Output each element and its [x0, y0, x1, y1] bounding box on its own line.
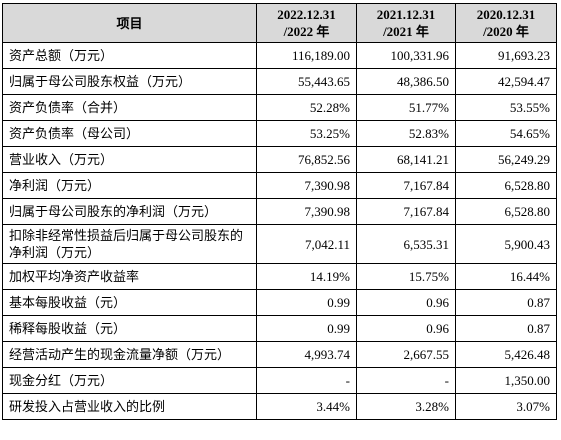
- value-cell: 55,443.65: [256, 68, 357, 95]
- table-row: 加权平均净资产收益率 14.19% 15.75% 16.44%: [2, 263, 557, 290]
- table-body: 资产总额（万元） 116,189.00 100,331.96 91,693.23 归属于…: [2, 42, 557, 420]
- value-cell: -: [356, 367, 456, 394]
- value-cell: 76,852.56: [256, 146, 357, 173]
- header-line: /2020 年: [483, 24, 529, 39]
- value-cell: 3.07%: [455, 393, 557, 420]
- value-cell: 15.75%: [356, 263, 456, 290]
- value-cell: 7,167.84: [356, 172, 456, 199]
- value-cell: 6,528.80: [455, 198, 557, 225]
- header-line: 2022.12.31: [277, 7, 336, 22]
- table-row: 经营活动产生的现金流量净额（万元） 4,993.74 2,667.55 5,426.4…: [2, 341, 557, 368]
- value-cell: 0.87: [455, 315, 557, 342]
- value-cell: 68,141.21: [356, 146, 456, 173]
- value-cell: 3.28%: [356, 393, 456, 420]
- header-line: 2021.12.31: [376, 7, 436, 22]
- value-cell: 51.77%: [356, 94, 456, 121]
- value-cell: 14.19%: [256, 263, 357, 290]
- value-cell: 100,331.96: [356, 42, 456, 69]
- value-cell: 5,900.43: [455, 224, 557, 264]
- header-line: 2020.12.31: [476, 7, 536, 22]
- value-cell: 2,667.55: [356, 341, 456, 368]
- label-cell: 加权平均净资产收益率: [2, 263, 257, 290]
- table-row: 归属于母公司股东的净利润（万元） 7,390.98 7,167.84 6,528.80: [2, 198, 557, 225]
- table-row: 资产总额（万元） 116,189.00 100,331.96 91,693.23: [2, 42, 557, 69]
- table-row: 研发投入占营业收入的比例 3.44% 3.28% 3.07%: [2, 393, 557, 420]
- value-cell: 56,249.29: [455, 146, 557, 173]
- value-cell: -: [256, 367, 357, 394]
- label-cell: 稀释每股收益（元）: [2, 315, 257, 342]
- value-cell: 54.65%: [455, 120, 557, 147]
- label-cell: 经营活动产生的现金流量净额（万元）: [2, 341, 257, 368]
- value-cell: 7,390.98: [256, 198, 357, 225]
- header-cell: 项目: [2, 3, 257, 43]
- value-cell: 7,167.84: [356, 198, 456, 225]
- label-cell: 资产总额（万元）: [2, 42, 257, 69]
- label-cell: 资产负债率（合并）: [2, 94, 257, 121]
- header-cell: 2022.12.31/2022 年: [256, 3, 357, 43]
- value-cell: 116,189.00: [256, 42, 357, 69]
- value-cell: 4,993.74: [256, 341, 357, 368]
- header-line: /2022 年: [283, 24, 330, 39]
- table-row: 扣除非经常性损益后归属于母公司股东的净利润（万元） 7,042.11 6,535.3…: [2, 224, 557, 264]
- value-cell: 53.25%: [256, 120, 357, 147]
- value-cell: 16.44%: [455, 263, 557, 290]
- table-row: 营业收入（万元） 76,852.56 68,141.21 56,249.29: [2, 146, 557, 173]
- label-cell: 基本每股收益（元）: [2, 289, 257, 316]
- header-line: /2021 年: [383, 24, 429, 39]
- table-row: 资产负债率（母公司） 53.25% 52.83% 54.65%: [2, 120, 557, 147]
- value-cell: 53.55%: [455, 94, 557, 121]
- value-cell: 6,528.80: [455, 172, 557, 199]
- value-cell: 48,386.50: [356, 68, 456, 95]
- table-row: 现金分红（万元） - -1,350.00: [2, 367, 557, 394]
- value-cell: 52.28%: [256, 94, 357, 121]
- label-cell: 扣除非经常性损益后归属于母公司股东的净利润（万元）: [2, 224, 257, 264]
- value-cell: 1,350.00: [455, 367, 557, 394]
- value-cell: 5,426.48: [455, 341, 557, 368]
- table-row: 归属于母公司股东权益（万元） 55,443.65 48,386.50 42,594.4…: [2, 68, 557, 95]
- value-cell: 7,390.98: [256, 172, 357, 199]
- label-cell: 净利润（万元）: [2, 172, 257, 199]
- value-cell: 52.83%: [356, 120, 456, 147]
- header-cell: 2021.12.31/2021 年: [356, 3, 456, 43]
- table-row: 净利润（万元） 7,390.98 7,167.84 6,528.80: [2, 172, 557, 199]
- value-cell: 0.87: [455, 289, 557, 316]
- label-cell: 研发投入占营业收入的比例: [2, 393, 257, 420]
- value-cell: 0.99: [256, 315, 357, 342]
- value-cell: 6,535.31: [356, 224, 456, 264]
- header-row: 项目 2022.12.31/2022 年 2021.12.31/2021 年 2020…: [2, 3, 557, 43]
- header-cell: 2020.12.31/2020 年: [455, 3, 557, 43]
- table-row: 资产负债率（合并） 52.28% 51.77% 53.55%: [2, 94, 557, 121]
- label-cell: 现金分红（万元）: [2, 367, 257, 394]
- value-cell: 7,042.11: [256, 224, 357, 264]
- value-cell: 0.96: [356, 289, 456, 316]
- value-cell: 0.96: [356, 315, 456, 342]
- table-row: 基本每股收益（元） 0.99 0.96 0.87: [2, 289, 557, 316]
- label-cell: 归属于母公司股东权益（万元）: [2, 68, 257, 95]
- value-cell: 0.99: [256, 289, 357, 316]
- financial-table: 项目 2022.12.31/2022 年 2021.12.31/2021 年 2020…: [2, 3, 557, 420]
- label-cell: 资产负债率（母公司）: [2, 120, 257, 147]
- value-cell: 42,594.47: [455, 68, 557, 95]
- table-row: 稀释每股收益（元） 0.99 0.96 0.87: [2, 315, 557, 342]
- label-cell: 营业收入（万元）: [2, 146, 257, 173]
- value-cell: 91,693.23: [455, 42, 557, 69]
- value-cell: 3.44%: [256, 393, 357, 420]
- label-cell: 归属于母公司股东的净利润（万元）: [2, 198, 257, 225]
